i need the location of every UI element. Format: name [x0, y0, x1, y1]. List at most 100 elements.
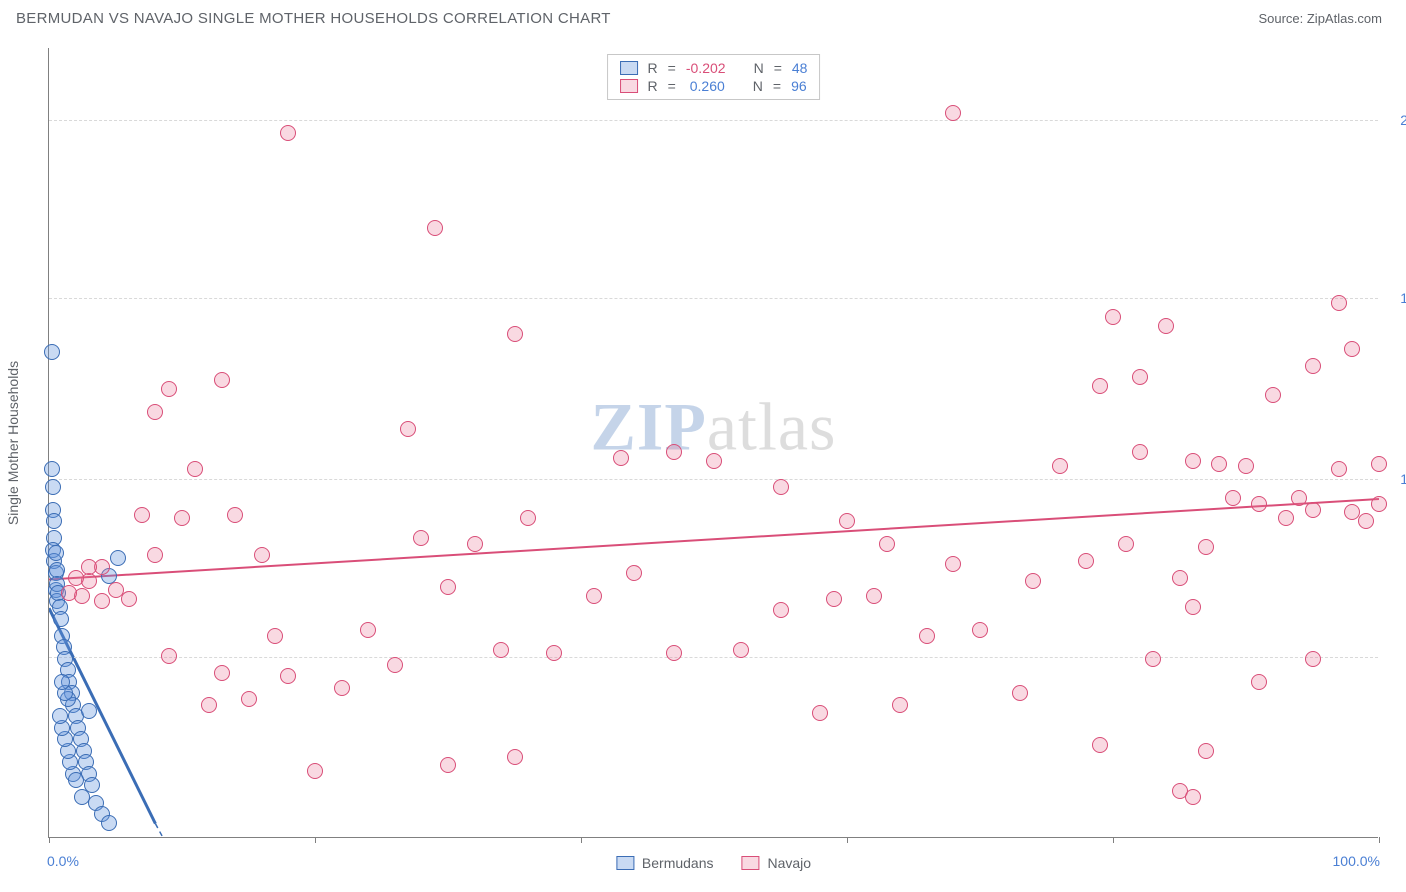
point-bermudans: [110, 550, 126, 566]
point-navajo: [1305, 502, 1321, 518]
point-navajo: [773, 602, 789, 618]
point-navajo: [839, 513, 855, 529]
point-navajo: [1012, 685, 1028, 701]
scatter-chart: ZIPatlas R = -0.202 N = 48 R = 0.260 N: [48, 48, 1378, 838]
point-navajo: [94, 593, 110, 609]
point-bermudans: [46, 513, 62, 529]
source-attribution: Source: ZipAtlas.com: [1258, 11, 1382, 26]
swatch-pink-icon: [742, 856, 760, 870]
point-navajo: [546, 645, 562, 661]
point-navajo: [945, 105, 961, 121]
point-navajo: [1198, 539, 1214, 555]
point-navajo: [1344, 341, 1360, 357]
point-navajo: [1185, 453, 1201, 469]
point-navajo: [280, 125, 296, 141]
point-bermudans: [44, 461, 60, 477]
point-navajo: [1172, 570, 1188, 586]
point-navajo: [400, 421, 416, 437]
point-navajo: [1371, 456, 1387, 472]
x-tick: [315, 837, 316, 843]
point-navajo: [1118, 536, 1134, 552]
point-bermudans: [81, 703, 97, 719]
point-navajo: [1358, 513, 1374, 529]
point-navajo: [1251, 674, 1267, 690]
n-value-navajo: 96: [791, 78, 807, 94]
point-bermudans: [54, 674, 70, 690]
point-navajo: [1092, 378, 1108, 394]
legend-item-navajo: Navajo: [742, 855, 812, 871]
point-navajo: [1331, 295, 1347, 311]
point-navajo: [1105, 309, 1121, 325]
point-navajo: [493, 642, 509, 658]
legend-label: Bermudans: [642, 855, 714, 871]
series-legend: Bermudans Navajo: [616, 855, 811, 871]
point-navajo: [626, 565, 642, 581]
swatch-pink-icon: [620, 79, 638, 93]
x-tick: [49, 837, 50, 843]
point-navajo: [214, 372, 230, 388]
plot-area: ZIPatlas R = -0.202 N = 48 R = 0.260 N: [48, 48, 1378, 838]
point-navajo: [467, 536, 483, 552]
point-navajo: [440, 579, 456, 595]
y-tick-label: 12.5%: [1384, 471, 1406, 487]
point-navajo: [280, 668, 296, 684]
point-bermudans: [68, 772, 84, 788]
point-navajo: [773, 479, 789, 495]
point-navajo: [1158, 318, 1174, 334]
point-navajo: [147, 404, 163, 420]
source-prefix: Source:: [1258, 11, 1306, 26]
gridline: [49, 479, 1378, 480]
x-tick: [1379, 837, 1380, 843]
chart-header: BERMUDAN VS NAVAJO SINGLE MOTHER HOUSEHO…: [0, 0, 1406, 33]
point-navajo: [1198, 743, 1214, 759]
swatch-blue-icon: [616, 856, 634, 870]
point-navajo: [187, 461, 203, 477]
point-navajo: [1052, 458, 1068, 474]
point-navajo: [360, 622, 376, 638]
point-navajo: [879, 536, 895, 552]
point-navajo: [134, 507, 150, 523]
point-navajo: [1185, 789, 1201, 805]
point-navajo: [241, 691, 257, 707]
y-tick-label: 18.8%: [1384, 290, 1406, 306]
source-link[interactable]: ZipAtlas.com: [1307, 11, 1382, 26]
chart-title: BERMUDAN VS NAVAJO SINGLE MOTHER HOUSEHO…: [16, 10, 611, 27]
point-bermudans: [52, 708, 68, 724]
trend-lines: [49, 48, 1379, 838]
x-axis-max-label: 100.0%: [1333, 853, 1380, 869]
point-navajo: [972, 622, 988, 638]
point-navajo: [1305, 358, 1321, 374]
point-navajo: [1265, 387, 1281, 403]
trendline-bermudans-dashed: [155, 824, 202, 838]
point-navajo: [440, 757, 456, 773]
point-navajo: [61, 585, 77, 601]
legend-label: Navajo: [768, 855, 812, 871]
gridline: [49, 657, 1378, 658]
point-navajo: [1132, 444, 1148, 460]
point-bermudans: [53, 611, 69, 627]
r-label: R: [648, 78, 658, 94]
r-value-bermudans: -0.202: [686, 60, 726, 76]
point-navajo: [1225, 490, 1241, 506]
y-axis-title: Single Mother Households: [5, 360, 21, 524]
r-label: R: [648, 60, 658, 76]
point-navajo: [161, 648, 177, 664]
r-value-navajo: 0.260: [686, 78, 725, 94]
gridline: [49, 298, 1378, 299]
n-label: N: [753, 78, 763, 94]
point-navajo: [413, 530, 429, 546]
x-tick: [581, 837, 582, 843]
point-navajo: [613, 450, 629, 466]
trendline-navajo: [49, 499, 1379, 579]
point-navajo: [733, 642, 749, 658]
y-tick-label: 6.3%: [1384, 649, 1406, 665]
point-navajo: [81, 559, 97, 575]
point-navajo: [892, 697, 908, 713]
point-navajo: [147, 547, 163, 563]
point-bermudans: [45, 479, 61, 495]
point-navajo: [307, 763, 323, 779]
point-navajo: [1291, 490, 1307, 506]
point-navajo: [1278, 510, 1294, 526]
point-navajo: [1305, 651, 1321, 667]
point-navajo: [666, 645, 682, 661]
